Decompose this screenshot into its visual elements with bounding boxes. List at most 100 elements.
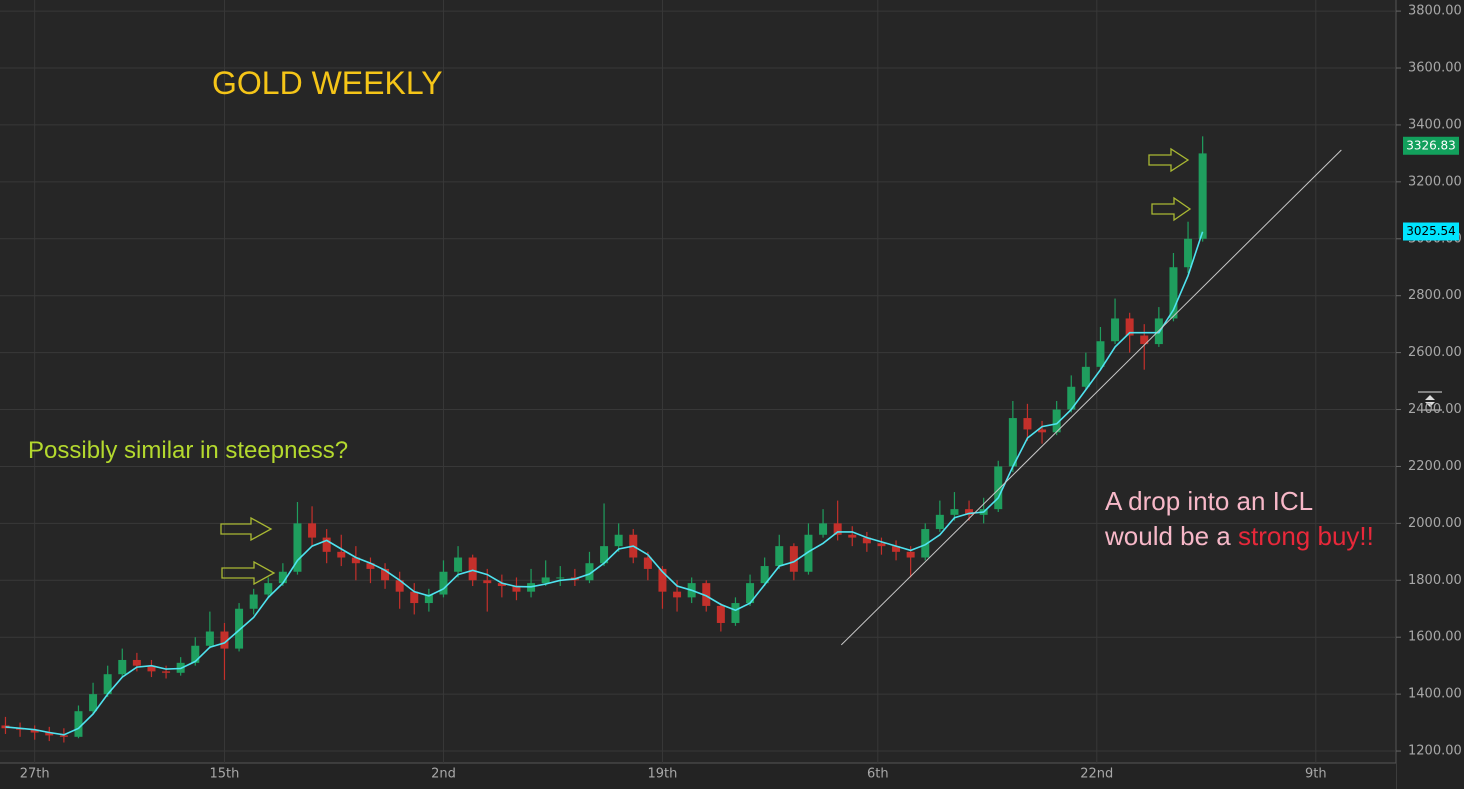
candle-body	[965, 509, 974, 515]
y-tick-label: 3400.00	[1408, 117, 1462, 132]
x-tick-label: 27th	[20, 767, 50, 782]
candle-body	[1, 725, 10, 729]
candle-body	[1067, 386, 1076, 410]
candle-body	[191, 645, 200, 663]
candle-body	[220, 631, 229, 649]
candle-body	[1096, 341, 1105, 367]
scale-handle[interactable]	[1414, 388, 1446, 414]
y-tick-label: 2000.00	[1408, 516, 1462, 531]
candle-body	[614, 534, 623, 547]
candle-body	[600, 546, 609, 564]
candle-body	[1140, 335, 1149, 345]
candle-body	[877, 543, 886, 547]
candle-body	[848, 534, 857, 538]
moving-average	[5, 231, 1204, 736]
candle-body	[1125, 318, 1134, 336]
candle-body	[906, 551, 915, 558]
annotation: would be a strong buy!!	[1104, 521, 1374, 551]
y-tick-label: 2200.00	[1408, 459, 1462, 474]
arrow	[1148, 147, 1190, 173]
candle-body	[862, 537, 871, 544]
candle-body	[132, 659, 141, 666]
candle-body	[892, 546, 901, 552]
candle-body	[497, 583, 506, 586]
arrow	[1151, 196, 1192, 222]
candle-body	[702, 583, 711, 606]
candle-body	[1184, 238, 1193, 268]
candle-body	[935, 514, 944, 530]
y-tick-label: 1800.00	[1408, 573, 1462, 588]
arrows	[220, 147, 1192, 586]
candle-body	[775, 546, 784, 567]
price-label: 3025.54	[1406, 224, 1456, 238]
candle-body	[278, 571, 287, 584]
x-tick-label: 6th	[867, 767, 889, 782]
candle-body	[89, 694, 98, 712]
candle-body	[950, 509, 959, 515]
x-tick-label: 22nd	[1080, 767, 1113, 782]
annotation: Possibly similar in steepness?	[28, 437, 348, 464]
candle-body	[468, 557, 477, 581]
x-tick-label: 19th	[648, 767, 678, 782]
candle-body	[1169, 267, 1178, 319]
candle-body	[804, 534, 813, 572]
candle-body	[454, 557, 463, 572]
candle-body	[381, 568, 390, 581]
candle-body	[118, 659, 127, 675]
candle-body	[1023, 418, 1032, 430]
y-tick-label: 1400.00	[1408, 687, 1462, 702]
y-tick-label: 2400.00	[1408, 402, 1462, 417]
candle-body	[921, 529, 930, 558]
candle-body	[1198, 153, 1207, 239]
candle-body	[205, 631, 214, 646]
price-label: 3326.83	[1406, 138, 1456, 152]
candle-body	[264, 583, 273, 595]
candle-body	[1038, 429, 1047, 433]
candle-body	[410, 591, 419, 604]
candle-body	[643, 557, 652, 569]
annotation: A drop into an ICL	[1105, 486, 1313, 516]
candle-body	[658, 568, 667, 592]
handle-icon	[1425, 395, 1435, 407]
candle-body	[585, 563, 594, 581]
annotation: strong buy!!	[1238, 521, 1374, 551]
y-tick-label: 3200.00	[1408, 174, 1462, 189]
annotation: would be a	[1104, 521, 1231, 551]
candle-body	[439, 571, 448, 595]
candle-body	[1111, 318, 1120, 342]
candle-body	[819, 523, 828, 535]
candle-body	[30, 729, 39, 733]
candle-body	[249, 594, 258, 609]
candle-body	[235, 608, 244, 649]
x-tick-label: 2nd	[431, 767, 456, 782]
grid	[0, 0, 1395, 763]
candle-body	[1052, 409, 1061, 433]
candle-body	[337, 551, 346, 558]
candle-body	[483, 580, 492, 584]
price-label-box	[1403, 222, 1459, 241]
arrow	[221, 560, 276, 586]
price-label-box	[1403, 136, 1459, 155]
candle-body	[395, 580, 404, 592]
y-tick-label: 2800.00	[1408, 288, 1462, 303]
candle-body	[103, 674, 112, 695]
arrow	[220, 516, 273, 542]
candle-body	[308, 523, 317, 538]
trendline	[840, 149, 1342, 646]
y-tick-label: 1200.00	[1408, 744, 1462, 759]
x-tick-label: 9th	[1305, 767, 1327, 782]
candle-body	[760, 566, 769, 584]
candle-body	[293, 523, 302, 572]
y-tick-label: 1600.00	[1408, 630, 1462, 645]
candle-body	[424, 594, 433, 604]
candle-body	[162, 671, 171, 673]
y-tick-label: 3800.00	[1408, 4, 1462, 19]
candle-body	[556, 577, 565, 579]
candle-body	[541, 577, 550, 584]
candle-body	[833, 523, 842, 535]
y-tick-label: 2600.00	[1408, 345, 1462, 360]
candle-body	[789, 546, 798, 572]
time-axis-panel	[0, 763, 1396, 789]
